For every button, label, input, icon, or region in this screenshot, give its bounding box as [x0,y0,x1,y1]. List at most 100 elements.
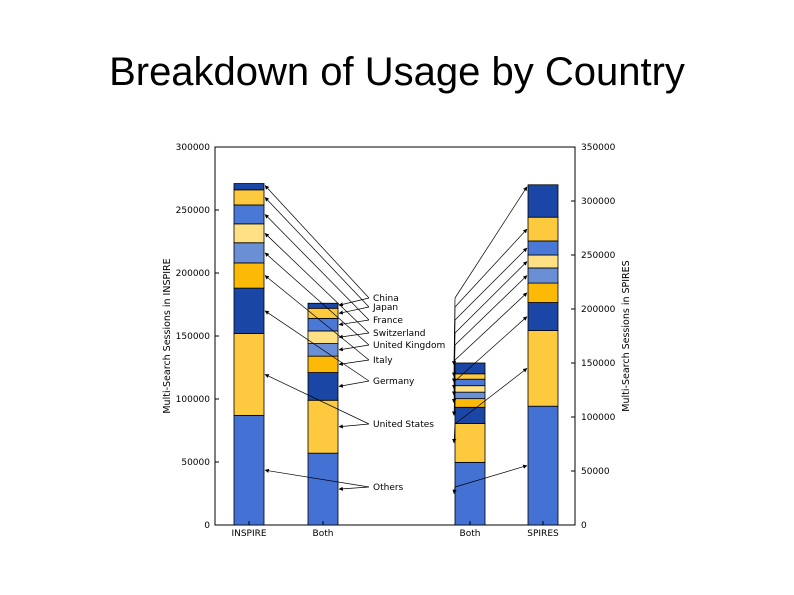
bar-segment [454,378,486,387]
label-arrow [451,297,457,366]
right-axis-label: Multi-Search Sessions in SPIRES [621,260,632,411]
series-label: United States [373,420,434,430]
label-arrow [452,486,457,495]
label-arrow [452,423,457,444]
bar-segment [307,452,339,526]
series-label: United Kingdom [373,341,445,351]
bar-segment [454,398,486,408]
bar-segment [454,391,486,400]
series-label: China [373,294,399,304]
right-tick-label: 250000 [581,251,616,261]
left-tick-label: 200000 [176,269,211,279]
label-arrow [454,186,528,299]
bar-segment [233,262,265,289]
left-tick-label: 100000 [176,395,211,405]
bar-segment [454,362,486,375]
left-tick-label: 150000 [176,332,211,342]
bars [233,183,559,526]
label-arrow [454,464,528,488]
right-tick-label: 200000 [581,305,616,315]
right-tick-label: 300000 [581,197,616,207]
left-axis-label: Multi-Search Sessions in INSPIRE [162,258,173,413]
label-arrow [338,380,370,388]
x-tick-label: Both [460,529,481,539]
x-tick-label: Both [313,529,334,539]
bar-segment [527,302,559,331]
bar-segment [233,333,265,416]
bar-segment [233,183,265,191]
label-arrow [338,359,370,366]
bar-segment [307,330,339,344]
label-arrow [264,374,370,425]
bar-segment [527,330,559,407]
bar-segment [527,267,559,284]
label-arrow [264,252,370,346]
label-arrow [454,261,528,334]
bar-segment [527,216,559,242]
label-arrow [338,332,370,339]
label-arrow [454,292,528,361]
bar-segment [527,240,559,256]
right-tick-label: 350000 [581,143,616,153]
bar-segment [527,282,559,303]
bar-segment [454,423,486,463]
series-label: Italy [373,356,393,366]
slide-title: Breakdown of Usage by Country [109,50,685,94]
arrows [264,185,528,495]
x-tick-label: SPIRES [527,529,559,539]
series-label: Germany [373,377,415,387]
bar-segment [454,373,486,380]
bar-segment [233,223,265,244]
right-tick-label: 50000 [581,467,610,477]
right-tick-label: 150000 [581,359,616,369]
label-arrow [264,185,370,299]
bar-segment [454,461,486,526]
series-label: Others [373,483,404,493]
right-tick-label: 0 [581,521,587,531]
bar-segment [233,242,265,264]
label-arrow [264,468,370,488]
bar-segment [233,414,265,526]
bar-segment [527,405,559,526]
bar-segment [307,317,339,332]
left-tick-label: 50000 [181,458,210,468]
bar-segment [307,355,339,373]
bar-segment [527,184,559,218]
left-tick-label: 300000 [176,143,211,153]
left-tick-label: 0 [204,521,210,531]
label-arrow [264,197,370,308]
left-tick-label: 250000 [176,206,211,216]
bar-segment [307,302,339,309]
label-arrow [454,275,528,346]
label-arrow [454,228,528,308]
bar-segment [307,372,339,401]
label-arrow [264,275,370,361]
series-label: Japan [372,303,398,313]
label-arrow [338,423,370,429]
label-arrow [264,310,370,382]
label-arrow [338,486,370,491]
label-arrow [454,316,528,382]
right-axis: 0 50000 100000 150000 200000 250000 300000 3500… [571,143,616,531]
label-arrow [338,344,370,352]
bar-segment [233,204,265,225]
label-arrow [264,233,370,334]
label-arrow [338,306,370,315]
bar-segment [307,399,339,454]
right-tick-label: 100000 [581,413,616,423]
series-label: France [373,316,403,326]
bar-segment [527,254,559,269]
label-arrow [338,319,370,327]
left-axis: 0 50000 100000 150000 200000 250000 300000 [176,143,219,531]
bar-segment [233,189,265,206]
label-arrow [454,368,528,425]
bar-segment [454,406,486,424]
label-arrow [338,297,370,307]
x-tick-labels: INSPIRE Both Both SPIRES [231,521,559,539]
series-label: Switzerland [373,329,426,339]
label-arrow [454,247,528,321]
bar-segment [233,287,265,334]
bar-segment [454,385,486,393]
x-tick-label: INSPIRE [231,529,266,539]
